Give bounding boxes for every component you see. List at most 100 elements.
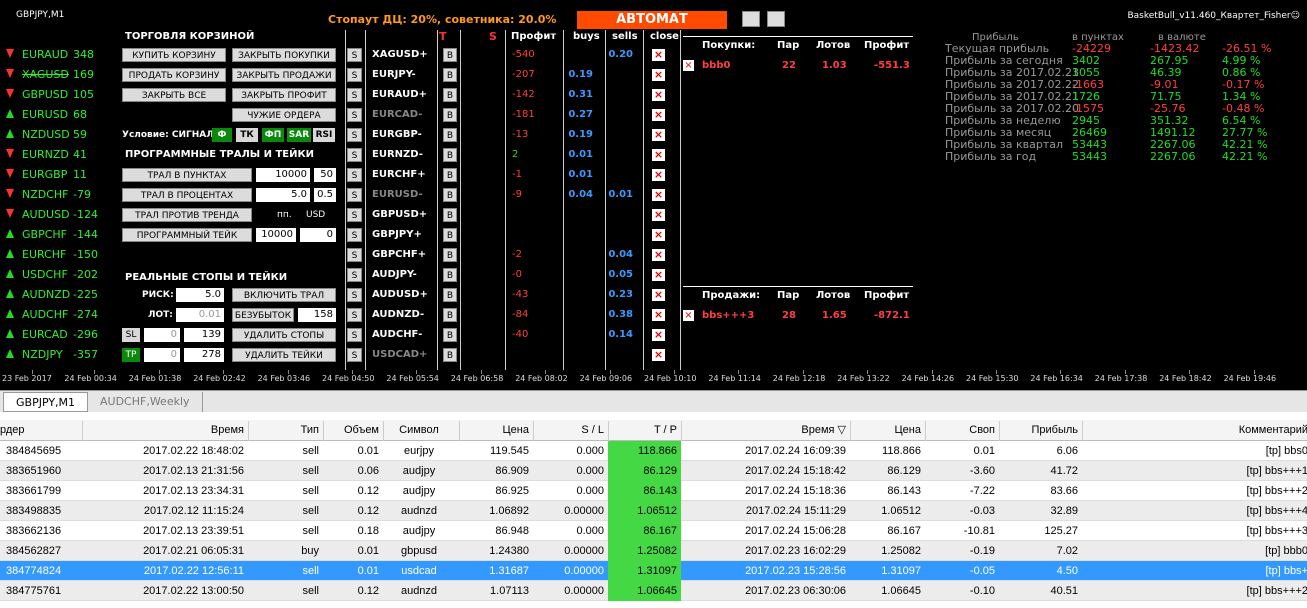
b-button[interactable]: B: [443, 288, 457, 302]
b-button[interactable]: B: [443, 248, 457, 262]
table-cell: 384774824: [6, 565, 62, 577]
button[interactable]: ТРАЛ В ПУНКТАХ: [122, 168, 252, 182]
input-field[interactable]: 5.0: [256, 188, 310, 202]
b-button[interactable]: B: [443, 228, 457, 242]
close-button[interactable]: ×: [652, 48, 665, 61]
tab[interactable]: AUDCHF,Weekly: [88, 392, 203, 412]
b-button[interactable]: B: [443, 168, 457, 182]
b-button[interactable]: B: [443, 88, 457, 102]
filter-toggle[interactable]: ТК: [236, 128, 258, 142]
b-button[interactable]: B: [443, 128, 457, 142]
input-field[interactable]: 0.01: [176, 308, 224, 322]
close-button[interactable]: ×: [652, 208, 665, 221]
close-button[interactable]: ×: [683, 60, 694, 71]
s-button[interactable]: S: [347, 188, 362, 202]
input-field[interactable]: 0: [300, 228, 336, 242]
close-button[interactable]: ×: [652, 228, 665, 241]
s-button[interactable]: S: [347, 88, 362, 102]
table-cell: 1.31687: [489, 565, 529, 577]
b-button[interactable]: B: [443, 48, 457, 62]
s-button[interactable]: S: [347, 148, 362, 162]
table-cell: 1.25082: [608, 541, 681, 561]
button[interactable]: БЕЗУБЫТОК: [232, 308, 294, 322]
s-button[interactable]: S: [347, 268, 362, 282]
filter-toggle[interactable]: Ф: [212, 128, 232, 142]
b-button[interactable]: B: [443, 328, 457, 342]
input-field[interactable]: 139: [184, 328, 224, 342]
close-button[interactable]: ×: [652, 68, 665, 81]
s-button[interactable]: S: [347, 108, 362, 122]
b-button[interactable]: B: [443, 308, 457, 322]
input-field[interactable]: 10000: [256, 168, 310, 182]
b-button[interactable]: B: [443, 188, 457, 202]
close-button[interactable]: ×: [652, 248, 665, 261]
button[interactable]: ВКЛЮЧИТЬ ТРАЛ: [232, 288, 336, 302]
close-button[interactable]: ×: [652, 108, 665, 121]
time-label: 24 Feb 00:34: [64, 374, 117, 383]
s-button[interactable]: S: [347, 328, 362, 342]
button[interactable]: КУПИТЬ КОРЗИНУ: [122, 48, 226, 62]
time-tick: [931, 370, 933, 374]
s-button[interactable]: S: [347, 128, 362, 142]
input-field[interactable]: 278: [184, 348, 224, 362]
stats-value: 267.95: [1150, 54, 1189, 67]
button[interactable]: УДАЛИТЬ СТОПЫ: [232, 328, 336, 342]
tp-toggle[interactable]: TP: [122, 348, 140, 362]
button[interactable]: ПРОДАТЬ КОРЗИНУ: [122, 68, 226, 82]
sells: 0.04: [608, 249, 633, 260]
button[interactable]: ЗАКРЫТЬ ПРОФИТ: [232, 88, 336, 102]
button[interactable]: ЗАКРЫТЬ ВСЕ: [122, 88, 226, 102]
s-button[interactable]: S: [347, 48, 362, 62]
input-field[interactable]: 50: [314, 168, 336, 182]
close-button[interactable]: ×: [652, 168, 665, 181]
close-button[interactable]: ×: [652, 348, 665, 361]
button[interactable]: ТРАЛ ПРОТИВ ТРЕНДА: [122, 208, 252, 222]
b-button[interactable]: B: [443, 348, 457, 362]
close-button[interactable]: ×: [652, 188, 665, 201]
button[interactable]: ТРАЛ В ПРОЦЕНТАХ: [122, 188, 252, 202]
s-button[interactable]: S: [347, 288, 362, 302]
input-field[interactable]: 158: [298, 308, 336, 322]
close-button[interactable]: ×: [652, 268, 665, 281]
b-button[interactable]: B: [443, 208, 457, 222]
button[interactable]: УДАЛИТЬ ТЕЙКИ: [232, 348, 336, 362]
b-button[interactable]: B: [443, 148, 457, 162]
sl-toggle[interactable]: SL: [122, 328, 140, 342]
column-divider: [459, 421, 460, 441]
mode-button[interactable]: АВТОМАТ: [577, 11, 727, 29]
input-field[interactable]: 5.0: [176, 288, 224, 302]
close-button[interactable]: ×: [652, 308, 665, 321]
table-cell: audjpy: [402, 485, 436, 497]
b-button[interactable]: B: [443, 268, 457, 282]
input-field[interactable]: 0.5: [314, 188, 336, 202]
filter-toggle[interactable]: RSI: [313, 128, 335, 142]
phone-icon[interactable]: [742, 11, 760, 27]
input-field[interactable]: 0: [144, 348, 180, 362]
save-icon[interactable]: [767, 11, 785, 27]
close-button[interactable]: ×: [652, 148, 665, 161]
button[interactable]: ЗАКРЫТЬ ПОКУПКИ: [232, 48, 336, 62]
s-button[interactable]: S: [347, 308, 362, 322]
filter-toggle[interactable]: SAR: [287, 128, 311, 142]
button[interactable]: ЗАКРЫТЬ ПРОДАЖИ: [232, 68, 336, 82]
s-button[interactable]: S: [347, 68, 362, 82]
close-button[interactable]: ×: [652, 128, 665, 141]
close-button[interactable]: ×: [652, 328, 665, 341]
input-field[interactable]: 10000: [256, 228, 296, 242]
b-button[interactable]: B: [443, 108, 457, 122]
table-cell: 384845695: [6, 445, 62, 457]
b-button[interactable]: B: [443, 68, 457, 82]
button[interactable]: ЧУЖИЕ ОРДЕРА: [232, 108, 336, 122]
close-button[interactable]: ×: [683, 310, 694, 321]
s-button[interactable]: S: [347, 348, 362, 362]
s-button[interactable]: S: [347, 208, 362, 222]
s-button[interactable]: S: [347, 248, 362, 262]
input-field[interactable]: 0: [144, 328, 180, 342]
close-button[interactable]: ×: [652, 88, 665, 101]
close-button[interactable]: ×: [652, 288, 665, 301]
s-button[interactable]: S: [347, 228, 362, 242]
s-button[interactable]: S: [347, 168, 362, 182]
filter-toggle[interactable]: ФП: [262, 128, 284, 142]
tab[interactable]: GBPJPY,M1: [3, 392, 89, 412]
button[interactable]: ПРОГРАММНЫЙ ТЕЙК: [122, 228, 252, 242]
